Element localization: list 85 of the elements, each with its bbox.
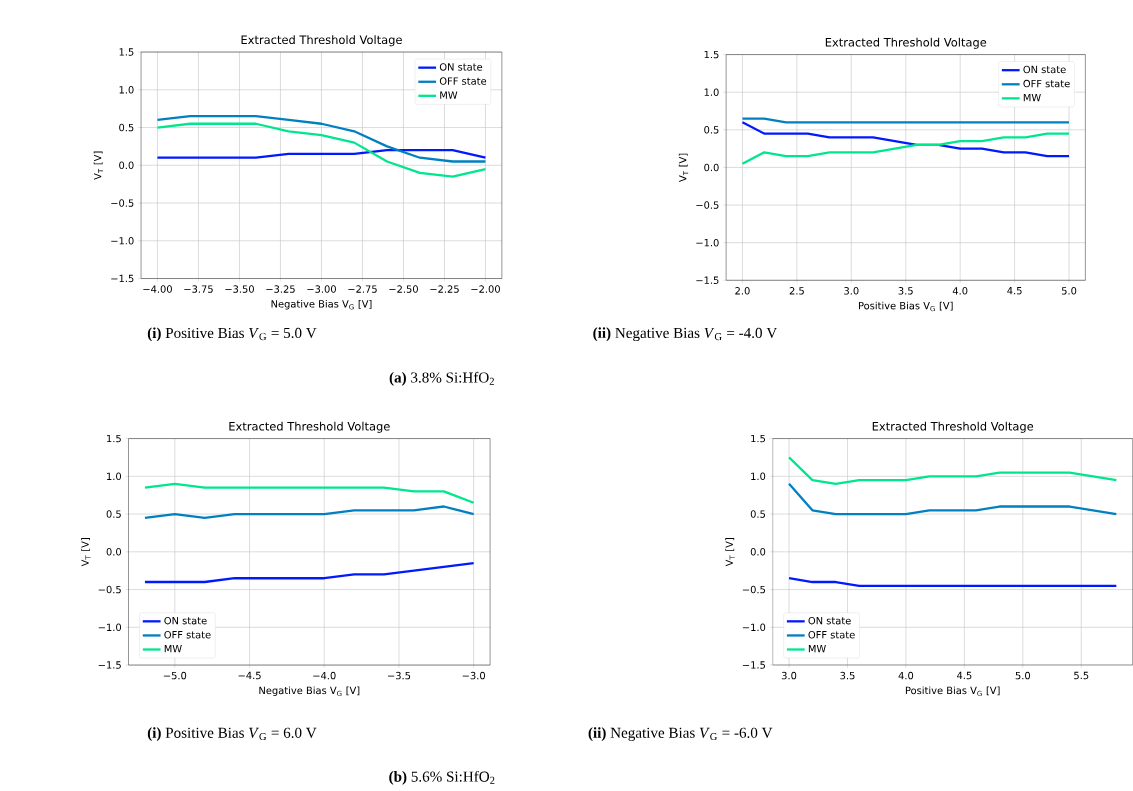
x-tick-label: 3.5 bbox=[840, 671, 855, 680]
x-tick-label: −2.00 bbox=[471, 285, 500, 293]
x-tick-label: −3.75 bbox=[184, 285, 213, 293]
y-tick-label: 1.5 bbox=[107, 434, 121, 443]
y-tick-label: −1.0 bbox=[696, 238, 719, 247]
legend-label: OFF state bbox=[1023, 79, 1070, 88]
x-tick-label: 2.5 bbox=[789, 287, 804, 295]
x-tick-label: 4.0 bbox=[898, 671, 914, 680]
y-axis-title: V$_{T}$ [V] bbox=[725, 538, 735, 567]
y-tick-label: −0.5 bbox=[111, 199, 134, 207]
y-axis-title: V$_{T}$ [V] bbox=[93, 151, 104, 180]
x-tick-label: −3.00 bbox=[307, 285, 336, 293]
x-tick-label: −2.50 bbox=[389, 285, 418, 293]
text: (i) Positive Bias V$_{G}$ = 6.0 V bbox=[147, 727, 317, 741]
x-tick-label: 2.0 bbox=[735, 287, 750, 295]
x-tick-label: 4.0 bbox=[952, 287, 968, 295]
y-axis-title: V$_{T}$ [V] bbox=[678, 153, 689, 182]
y-tick-label: 0.0 bbox=[704, 163, 719, 172]
y-tick-label: −1.0 bbox=[111, 236, 134, 245]
text: (b) 5.6% Si:HfO$_{2}$ bbox=[389, 770, 495, 785]
text: (ii) Negative Bias V$_{G}$ = -6.0 V bbox=[588, 727, 773, 741]
x-tick-label: −2.25 bbox=[430, 285, 459, 293]
legend-label: ON state bbox=[808, 616, 851, 625]
legend-label: MW bbox=[164, 645, 182, 653]
x-axis-title: Negative Bias V$_{G}$ [V] bbox=[271, 299, 372, 310]
x-tick-label: −5.0 bbox=[163, 671, 187, 680]
y-tick-label: −0.5 bbox=[696, 201, 719, 209]
chart-title: Extracted Threshold Voltage bbox=[229, 421, 390, 433]
legend-label: OFF state bbox=[164, 630, 211, 639]
y-tick-label: −1.5 bbox=[98, 661, 121, 669]
legend-label: MW bbox=[808, 645, 826, 653]
x-axis-title: Positive Bias V$_{G}$ [V] bbox=[858, 301, 953, 312]
y-tick-label: 0.0 bbox=[106, 548, 122, 556]
x-tick-label: −2.75 bbox=[348, 285, 377, 293]
text: (ii) Negative Bias V$_{G}$ = -4.0 V bbox=[593, 327, 778, 342]
y-tick-label: −0.5 bbox=[98, 585, 121, 594]
y-tick-label: 0.0 bbox=[750, 548, 766, 556]
y-tick-label: 1.5 bbox=[119, 48, 134, 56]
x-tick-label: 3.0 bbox=[844, 287, 859, 295]
text: (i) Positive Bias V$_{G}$ = 5.0 V bbox=[147, 327, 317, 342]
chart-title: Extracted Threshold Voltage bbox=[825, 37, 987, 49]
x-tick-label: −4.0 bbox=[313, 671, 336, 680]
y-tick-label: 1.5 bbox=[751, 434, 766, 443]
y-tick-label: 0.0 bbox=[119, 161, 134, 169]
x-tick-label: −4.5 bbox=[238, 671, 261, 680]
legend-label: MW bbox=[1023, 93, 1041, 102]
x-tick-label: 4.5 bbox=[957, 671, 972, 680]
x-tick-label: 3.0 bbox=[781, 671, 797, 680]
x-tick-label: −3.0 bbox=[462, 671, 486, 680]
x-tick-label: −3.5 bbox=[387, 671, 411, 680]
y-tick-label: 0.5 bbox=[106, 510, 121, 518]
y-tick-label: 0.5 bbox=[119, 123, 134, 132]
legend-label: ON state bbox=[164, 616, 207, 625]
x-tick-label: 5.0 bbox=[1061, 287, 1077, 295]
x-tick-label: −4.00 bbox=[143, 285, 172, 293]
y-tick-label: −1.5 bbox=[742, 661, 766, 669]
y-tick-label: 1.0 bbox=[704, 88, 719, 96]
y-tick-label: 1.5 bbox=[704, 50, 719, 59]
text: (a) 3.8% Si:HfO$_{2}$ bbox=[389, 371, 494, 386]
y-tick-label: 1.0 bbox=[107, 472, 122, 480]
y-axis-title: V$_{T}$ [V] bbox=[81, 538, 91, 567]
y-tick-label: 0.5 bbox=[704, 126, 719, 134]
legend-label: MW bbox=[440, 91, 458, 99]
x-axis-title: Negative Bias V$_{G}$ [V] bbox=[259, 686, 360, 696]
legend-label: OFF state bbox=[808, 630, 855, 639]
chart-title: Extracted Threshold Voltage bbox=[241, 35, 402, 47]
y-tick-label: 0.5 bbox=[750, 510, 766, 518]
legend-label: OFF state bbox=[439, 77, 487, 85]
legend-label: ON state bbox=[1023, 65, 1066, 74]
x-axis-title: Positive Bias V$_{G}$ [V] bbox=[905, 686, 1000, 696]
x-tick-label: 5.5 bbox=[1074, 671, 1089, 680]
y-tick-label: 1.0 bbox=[751, 472, 766, 480]
x-tick-label: −3.50 bbox=[225, 285, 254, 293]
x-tick-label: 4.5 bbox=[1007, 287, 1022, 295]
y-tick-label: −1.5 bbox=[111, 274, 134, 283]
y-tick-label: 1.0 bbox=[119, 85, 134, 94]
y-tick-label: −0.5 bbox=[742, 585, 766, 594]
y-tick-label: −1.0 bbox=[742, 623, 766, 631]
y-tick-label: −1.0 bbox=[98, 623, 122, 631]
legend-label: ON state bbox=[439, 63, 483, 71]
x-tick-label: 3.5 bbox=[898, 287, 913, 295]
chart-title: Extracted Threshold Voltage bbox=[872, 421, 1034, 433]
x-tick-label: 5.0 bbox=[1015, 671, 1031, 680]
x-tick-label: −3.25 bbox=[266, 285, 295, 293]
y-tick-label: −1.5 bbox=[696, 276, 719, 284]
